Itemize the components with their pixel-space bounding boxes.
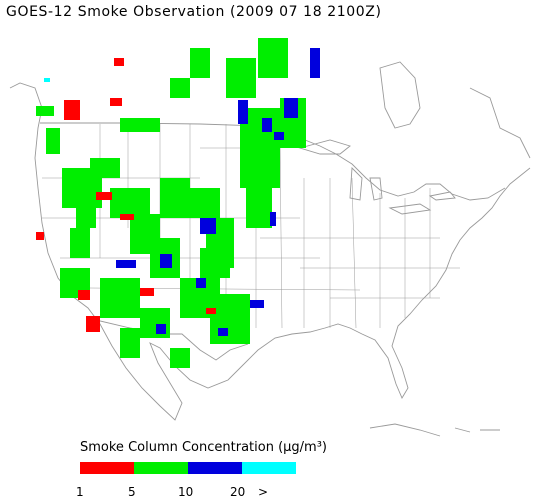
legend-tick: 10 bbox=[178, 485, 194, 499]
legend-title: Smoke Column Concentration (μg/m³) bbox=[80, 440, 327, 455]
legend-tick: 5 bbox=[128, 485, 136, 499]
smoke-cyan bbox=[44, 78, 50, 82]
legend-swatch-3 bbox=[188, 462, 242, 474]
smoke-red bbox=[36, 58, 216, 332]
legend-swatch-1 bbox=[80, 462, 134, 474]
northeast-coast bbox=[379, 61, 531, 159]
legend-color-bar bbox=[80, 462, 296, 474]
legend-tick: 1 bbox=[76, 485, 84, 499]
smoke-patches bbox=[36, 38, 320, 368]
smoke-map bbox=[9, 38, 531, 437]
legend-tick: 20 bbox=[230, 485, 246, 499]
map-title: GOES-12 Smoke Observation (2009 07 18 21… bbox=[6, 4, 382, 20]
caribbean-islands bbox=[369, 423, 500, 437]
great-lakes bbox=[298, 139, 456, 215]
legend-tick: > bbox=[258, 485, 269, 499]
smoke-green bbox=[36, 38, 306, 368]
smoke-blue bbox=[116, 48, 320, 336]
legend-swatch-2 bbox=[134, 462, 188, 474]
legend-swatch-4 bbox=[242, 462, 296, 474]
